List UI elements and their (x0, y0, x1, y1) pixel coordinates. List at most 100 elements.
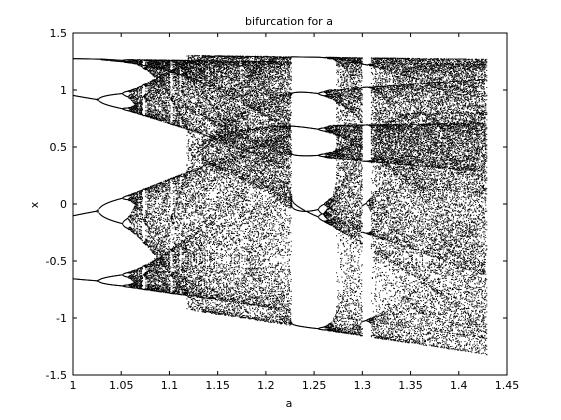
data-point (135, 96, 137, 98)
data-point (150, 68, 152, 70)
data-point (135, 276, 137, 278)
data-point (148, 240, 150, 242)
data-point (137, 286, 139, 288)
data-point (147, 70, 149, 72)
data-point (146, 94, 148, 96)
data-point (132, 272, 134, 274)
data-point (158, 184, 160, 186)
data-point (152, 65, 154, 67)
data-point (159, 93, 161, 95)
data-point (137, 223, 139, 225)
data-point (152, 87, 154, 89)
data-point (136, 199, 138, 201)
data-point (141, 234, 143, 236)
data-point (166, 114, 168, 116)
data-point (148, 230, 150, 232)
data-point (166, 281, 168, 283)
data-point (139, 206, 141, 208)
data-point (164, 280, 166, 282)
data-point (158, 105, 160, 107)
data-point (153, 232, 155, 234)
data-point (166, 107, 168, 109)
data-point (153, 280, 155, 282)
data-point (136, 94, 138, 96)
data-point (136, 206, 138, 208)
data-point (164, 287, 166, 289)
data-point (141, 283, 143, 285)
data-point (155, 96, 157, 98)
data-point (166, 238, 168, 240)
data-point (133, 193, 135, 195)
data-point (166, 260, 168, 262)
data-point (158, 79, 160, 81)
data-point (137, 219, 139, 221)
data-point (145, 235, 147, 237)
data-point (153, 70, 155, 72)
data-point (164, 203, 166, 205)
data-point (137, 274, 139, 276)
data-point (140, 86, 142, 88)
data-point (141, 272, 143, 274)
data-point (165, 243, 167, 245)
data-point (157, 95, 158, 97)
data-point (136, 211, 138, 213)
data-point (159, 245, 161, 247)
data-point (139, 223, 141, 225)
data-point (139, 280, 141, 282)
data-point (139, 275, 141, 277)
data-point (148, 271, 150, 273)
data-point (162, 276, 164, 278)
data-point (158, 111, 160, 113)
data-point (134, 62, 136, 64)
data-point (166, 111, 168, 113)
data-point (163, 227, 165, 229)
data-point (137, 199, 139, 201)
data-point (134, 98, 136, 100)
data-point (167, 97, 169, 99)
data-point (144, 83, 146, 85)
data-point (157, 194, 158, 196)
data-point (166, 199, 168, 201)
data-point (144, 215, 146, 217)
data-point (153, 227, 155, 229)
data-point (147, 200, 149, 202)
data-point (154, 216, 156, 218)
data-point (166, 247, 168, 249)
data-point (159, 263, 161, 265)
data-point (154, 65, 156, 67)
data-point (166, 82, 168, 84)
data-point (132, 110, 134, 112)
data-point (135, 103, 137, 105)
data-point (156, 279, 158, 281)
data-point (133, 98, 135, 100)
data-point (161, 117, 163, 119)
data-point (162, 86, 164, 88)
data-point (162, 285, 164, 287)
data-point (152, 263, 154, 265)
data-point (165, 198, 167, 200)
data-point (166, 195, 168, 197)
data-point (145, 241, 147, 243)
data-point (131, 110, 133, 112)
data-point (156, 222, 158, 224)
data-point (159, 93, 161, 95)
data-point (167, 216, 169, 218)
data-point (160, 183, 162, 185)
data-point (152, 219, 154, 221)
data-point (166, 180, 168, 182)
data-point (166, 89, 168, 91)
data-point (146, 66, 148, 68)
data-point (139, 61, 141, 63)
data-point (133, 225, 135, 227)
data-point (133, 90, 135, 92)
data-point (158, 237, 160, 239)
data-point (148, 220, 150, 222)
data-point (159, 246, 161, 248)
data-point (157, 233, 159, 235)
data-point (138, 111, 140, 113)
data-point (167, 214, 169, 216)
data-point (144, 63, 146, 65)
data-point (149, 199, 151, 201)
data-point (155, 196, 157, 198)
data-point (157, 264, 159, 266)
